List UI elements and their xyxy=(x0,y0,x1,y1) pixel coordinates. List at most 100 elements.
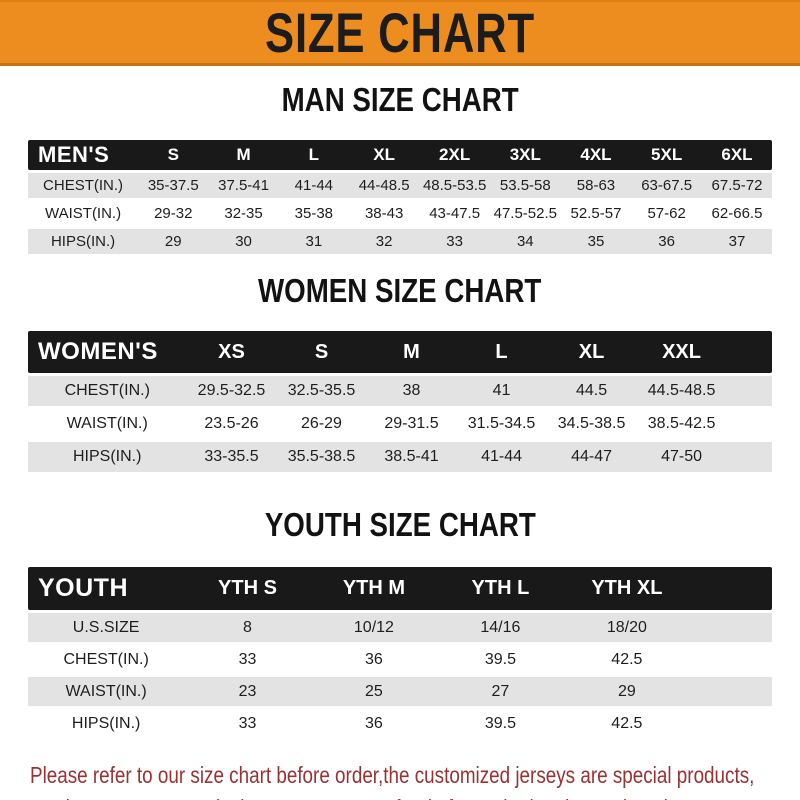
section-men: MAN SIZE CHART MEN'S S M L XL 2XL 3XL 4XL 5XL 6XL… xyxy=(0,82,800,257)
table-row: CHEST(IN.) 33 36 39.5 42.5 xyxy=(28,645,772,674)
table-header-row: YOUTH YTH S YTH M YTH L YTH XL xyxy=(28,567,772,610)
size-table: YOUTH YTH S YTH M YTH L YTH XL U.S.SIZE 8 10/12… xyxy=(28,564,772,741)
size-value-cell: 33 xyxy=(419,229,490,254)
size-value-cell: 35 xyxy=(560,229,632,254)
size-value-cell: 34.5-38.5 xyxy=(546,409,637,439)
size-table: WOMEN'S XS S M L XL XXL CHEST(IN.) 29.5-32.5 32.5… xyxy=(28,328,772,475)
size-value-cell: 23 xyxy=(184,677,311,706)
column-header: L xyxy=(456,331,547,373)
size-value-cell: 47.5-52.5 xyxy=(489,201,561,226)
table-row: HIPS(IN.) 33-35.5 35.5-38.5 38.5-41 41-44 44-… xyxy=(28,442,772,472)
size-value-cell: 34 xyxy=(489,229,561,254)
column-header: XL xyxy=(546,331,637,373)
size-value-cell: 25 xyxy=(310,677,438,706)
size-value-cell: 29 xyxy=(563,677,691,706)
size-value-cell: 35.5-38.5 xyxy=(276,442,367,472)
content: MAN SIZE CHART MEN'S S M L XL 2XL 3XL 4XL 5XL 6XL… xyxy=(0,82,800,741)
size-value-cell: 37 xyxy=(701,229,772,254)
section-women: WOMEN SIZE CHART WOMEN'S XS S M L XL XXL CHEST(… xyxy=(0,273,800,475)
men-size-table: MEN'S S M L XL 2XL 3XL 4XL 5XL 6XL CHEST(IN.) 35-37… xyxy=(28,137,772,257)
size-value-cell: 32-35 xyxy=(208,201,279,226)
size-value-cell: 29.5-32.5 xyxy=(186,376,277,406)
size-value-cell: 36 xyxy=(631,229,702,254)
size-value-cell: 38-43 xyxy=(349,201,420,226)
men-section-heading-text: MAN SIZE CHART xyxy=(281,81,519,118)
column-header: YTH L xyxy=(437,567,564,610)
size-value-cell: 39.5 xyxy=(437,645,564,674)
row-label: HIPS(IN.) xyxy=(28,709,185,738)
table-row: U.S.SIZE 8 10/12 14/16 18/20 xyxy=(28,613,772,642)
column-header: 6XL xyxy=(701,140,772,170)
value-cell-filler xyxy=(690,645,772,674)
size-value-cell: 41-44 xyxy=(278,173,349,198)
size-value-cell: 36 xyxy=(310,709,438,738)
row-label: HIPS(IN.) xyxy=(28,442,187,472)
footer-note-line2: we don't accept cancel, change, teturn o… xyxy=(30,792,673,800)
size-value-cell: 48.5-53.5 xyxy=(419,173,490,198)
women-section-heading-text: WOMEN SIZE CHART xyxy=(258,272,542,309)
size-value-cell: 58-63 xyxy=(560,173,632,198)
size-value-cell: 38 xyxy=(366,376,457,406)
size-value-cell: 31 xyxy=(278,229,349,254)
column-header: M xyxy=(208,140,279,170)
value-cell-filler xyxy=(690,709,772,738)
table-row: WAIST(IN.) 29-32 32-35 35-38 38-43 43-47.5 47.… xyxy=(28,201,772,226)
men-section-heading: MAN SIZE CHART xyxy=(0,82,800,125)
size-table: MEN'S S M L XL 2XL 3XL 4XL 5XL 6XL CHEST(IN.) 35-37… xyxy=(28,137,772,257)
size-value-cell: 44-48.5 xyxy=(349,173,420,198)
size-value-cell: 14/16 xyxy=(437,613,564,642)
column-header: YTH S xyxy=(184,567,311,610)
size-value-cell: 42.5 xyxy=(563,709,691,738)
size-value-cell: 31.5-34.5 xyxy=(456,409,547,439)
size-value-cell: 29-32 xyxy=(138,201,209,226)
women-section-heading: WOMEN SIZE CHART xyxy=(0,273,800,316)
size-value-cell: 18/20 xyxy=(563,613,691,642)
table-header-row: WOMEN'S XS S M L XL XXL xyxy=(28,331,772,373)
size-value-cell: 63-67.5 xyxy=(631,173,702,198)
size-value-cell: 44-47 xyxy=(546,442,637,472)
size-value-cell: 44.5 xyxy=(546,376,637,406)
column-header: 5XL xyxy=(631,140,702,170)
youth-section-heading: YOUTH SIZE CHART xyxy=(0,507,800,550)
column-header: 4XL xyxy=(560,140,632,170)
size-value-cell: 29-31.5 xyxy=(366,409,457,439)
size-value-cell: 38.5-41 xyxy=(366,442,457,472)
size-value-cell: 32 xyxy=(349,229,420,254)
table-row: CHEST(IN.) 35-37.5 37.5-41 41-44 44-48.5 48.5… xyxy=(28,173,772,198)
size-value-cell: 44.5-48.5 xyxy=(636,376,727,406)
table-group-label: YOUTH xyxy=(28,567,185,610)
value-cell-filler xyxy=(726,376,772,406)
size-value-cell: 57-62 xyxy=(631,201,702,226)
value-cell-filler xyxy=(690,677,772,706)
column-header: 2XL xyxy=(419,140,490,170)
table-row: CHEST(IN.) 29.5-32.5 32.5-35.5 38 41 44.5 44.5… xyxy=(28,376,772,406)
size-value-cell: 43-47.5 xyxy=(419,201,490,226)
banner-title: SIZE CHART xyxy=(265,1,535,64)
row-label: CHEST(IN.) xyxy=(28,645,185,674)
size-value-cell: 38.5-42.5 xyxy=(636,409,727,439)
row-label: WAIST(IN.) xyxy=(28,677,185,706)
size-value-cell: 35-38 xyxy=(278,201,349,226)
youth-size-table: YOUTH YTH S YTH M YTH L YTH XL U.S.SIZE 8 10/12… xyxy=(28,564,772,741)
column-header: S xyxy=(138,140,209,170)
value-cell-filler xyxy=(690,613,772,642)
row-label: WAIST(IN.) xyxy=(28,201,139,226)
footer-note: Please refer to our size chart before or… xyxy=(30,759,800,800)
table-header-row: MEN'S S M L XL 2XL 3XL 4XL 5XL 6XL xyxy=(28,140,772,170)
column-header: S xyxy=(276,331,367,373)
column-header: XL xyxy=(349,140,420,170)
size-value-cell: 8 xyxy=(184,613,311,642)
size-value-cell: 42.5 xyxy=(563,645,691,674)
row-label: HIPS(IN.) xyxy=(28,229,139,254)
size-value-cell: 32.5-35.5 xyxy=(276,376,367,406)
row-label: WAIST(IN.) xyxy=(28,409,187,439)
size-value-cell: 52.5-57 xyxy=(560,201,632,226)
row-label: U.S.SIZE xyxy=(28,613,185,642)
table-row: HIPS(IN.) 29 30 31 32 33 34 35 36 37 xyxy=(28,229,772,254)
size-value-cell: 30 xyxy=(208,229,279,254)
column-header: YTH XL xyxy=(563,567,691,610)
women-size-table: WOMEN'S XS S M L XL XXL CHEST(IN.) 29.5-32.5 32.5… xyxy=(28,328,772,475)
size-value-cell: 41 xyxy=(456,376,547,406)
table-group-label: WOMEN'S xyxy=(28,331,187,373)
